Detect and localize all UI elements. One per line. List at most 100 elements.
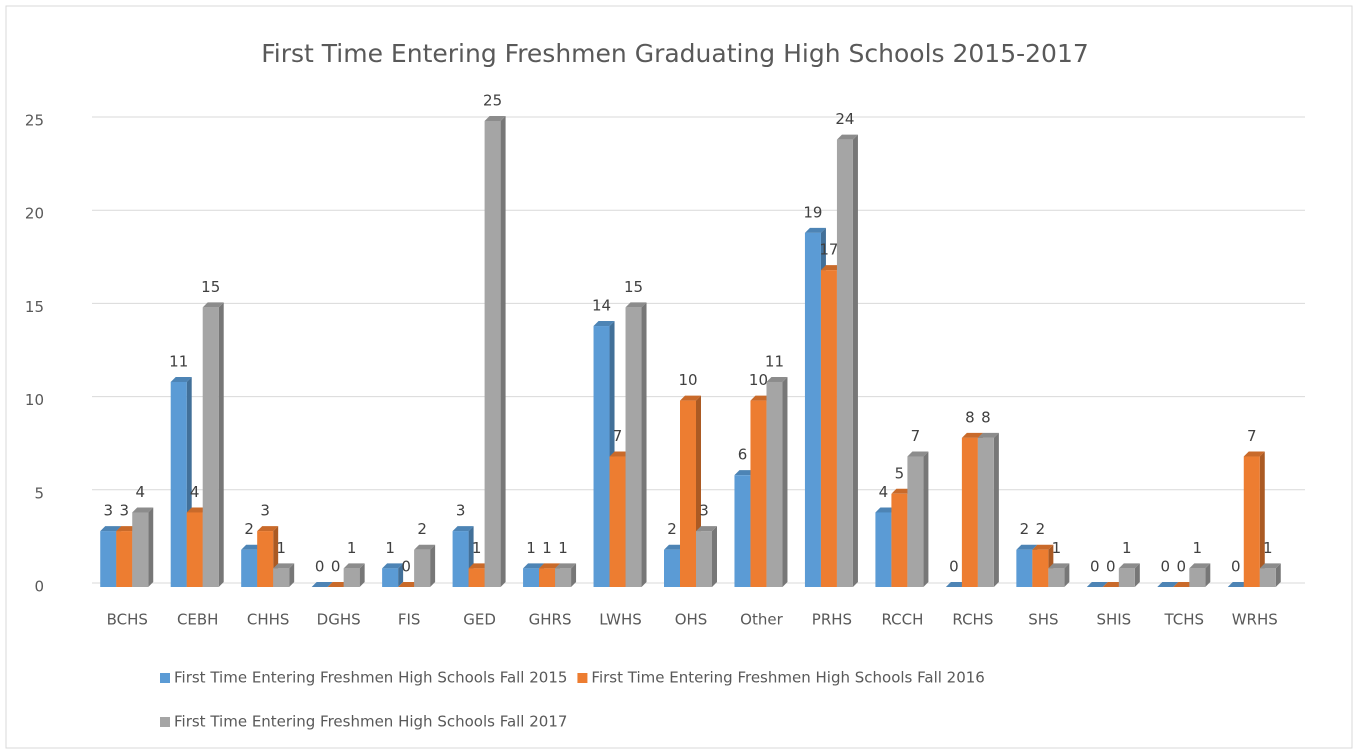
bar-top [539,563,561,569]
value-label: 1 [276,539,286,557]
bar-top [273,563,295,569]
value-label: 0 [1090,558,1100,576]
bar-top [625,302,647,308]
bar [382,568,399,587]
bar [891,493,908,587]
value-label: 3 [103,502,113,520]
bar [977,437,994,587]
bar-top [1102,582,1124,587]
bar-top [382,563,404,569]
bar-side [1275,563,1281,587]
bar [484,121,501,587]
bar [593,326,610,587]
x-tick-label: Other [740,611,783,629]
bar-top [170,376,192,382]
bar-side [852,134,858,587]
bar-side [218,302,224,587]
bar-top [907,451,929,457]
bar-top [734,470,756,476]
bar-top [241,544,263,550]
bar [116,531,133,587]
value-label: 15 [624,278,643,296]
x-tick-label: LWHS [599,611,642,629]
legend-label: First Time Entering Freshmen High School… [174,713,567,731]
bar [1243,456,1260,587]
x-tick-label: TCHS [1164,611,1205,629]
bar [343,568,360,587]
value-label: 5 [895,464,905,482]
bar-side [289,563,295,587]
bar-top [327,582,349,587]
value-label: 11 [765,352,784,370]
value-label: 4 [879,483,889,501]
bar-side [993,432,999,587]
value-label: 0 [331,558,341,576]
bar [170,381,187,587]
bar-top [414,544,436,550]
bar [202,307,219,587]
value-label: 11 [169,352,188,370]
value-label: 14 [592,297,611,315]
bar [625,307,642,587]
bar-top [891,488,913,494]
bar [820,270,837,587]
value-label: 6 [738,446,748,464]
bar-top [750,395,772,401]
bar-top [311,582,333,587]
bar-top [1227,582,1249,587]
x-tick-label: SHIS [1096,611,1131,629]
value-label: 0 [1161,558,1171,576]
bar-top [977,432,999,438]
value-label: 2 [1036,520,1046,538]
bar [1016,549,1033,587]
bar-top [1118,563,1140,569]
bar-top [343,563,365,569]
bar [1118,568,1135,587]
bar-top [945,582,967,587]
value-label: 3 [456,502,466,520]
value-label: 1 [1263,539,1273,557]
bar-top [132,507,154,513]
value-label: 10 [749,371,768,389]
bar-top [804,227,826,233]
bar-side [398,563,404,587]
value-label: 8 [965,408,975,426]
legend-label: First Time Entering Freshmen High School… [591,669,984,687]
y-tick-label: 25 [25,112,44,130]
bar-top [484,116,506,121]
bar-top [1157,582,1179,587]
bar-side [1259,451,1265,587]
bar [257,531,274,587]
bar-top [664,544,685,550]
x-tick-label: SHS [1028,611,1058,629]
bar [907,456,924,587]
bar-top [696,526,717,532]
bar-side [430,544,436,587]
bar [414,549,431,587]
bar [539,568,556,587]
y-tick-label: 0 [34,578,44,596]
bar [452,531,469,587]
x-tick-label: RCHS [952,611,993,629]
bar [609,456,626,587]
x-tick-label: GED [463,611,496,629]
bar [241,549,258,587]
bar-top [1173,582,1195,587]
bar-side [782,376,788,587]
value-label: 0 [315,558,325,576]
value-label: 1 [347,539,357,557]
bar-side [712,526,717,587]
value-label: 19 [803,203,822,221]
x-tick-label: GHRS [529,611,572,629]
x-tick-label: DGHS [317,611,361,629]
y-tick-label: 5 [34,484,44,502]
bar-top [100,526,122,532]
bar-top [116,526,138,532]
x-tick-label: OHS [675,611,708,629]
value-label: 1 [1122,539,1132,557]
value-label: 2 [417,520,427,538]
value-label: 4 [135,483,145,501]
bar [555,568,572,587]
